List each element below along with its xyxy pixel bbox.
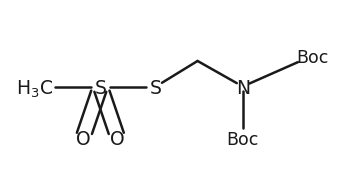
Text: Boc: Boc bbox=[296, 49, 328, 67]
Text: O: O bbox=[110, 130, 125, 149]
Text: H$_3$C: H$_3$C bbox=[16, 79, 53, 100]
Text: N: N bbox=[236, 79, 250, 98]
Text: O: O bbox=[76, 130, 90, 149]
Text: S: S bbox=[150, 79, 162, 98]
Text: Boc: Boc bbox=[226, 131, 259, 149]
Text: S: S bbox=[94, 79, 106, 98]
